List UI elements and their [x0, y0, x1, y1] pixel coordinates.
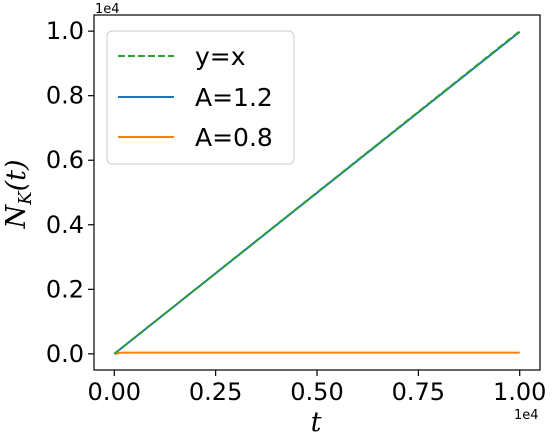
y-offset-label: 1e4: [95, 2, 120, 17]
x-axis-label: t: [311, 407, 322, 437]
plot-lines: [113, 30, 521, 355]
x-tick-label: 1.00: [493, 378, 546, 406]
legend-label-a08: A=0.8: [195, 123, 273, 152]
x-tick-label: 0.75: [392, 378, 445, 406]
x-tick-label: 0.50: [290, 378, 343, 406]
x-ticks: 0.00 0.25 0.50 0.75 1.00: [88, 370, 546, 406]
legend-label-a12: A=1.2: [195, 83, 273, 112]
y-tick-label: 0.6: [46, 146, 84, 174]
y-tick-label: 0.0: [46, 340, 84, 368]
series-line-y-x: [113, 30, 521, 355]
y-axis-label-tail: (t): [1, 160, 32, 192]
y-tick-label: 0.8: [46, 82, 84, 110]
y-ticks: 0.0 0.2 0.4 0.6 0.8 1.0: [46, 17, 94, 368]
y-tick-label: 0.4: [46, 211, 84, 239]
x-offset-label: 1e4: [514, 408, 539, 423]
legend: y=x A=1.2 A=0.8: [106, 30, 295, 165]
y-axis-label-main: N: [1, 204, 32, 230]
x-tick-label: 0.00: [88, 378, 141, 406]
y-tick-label: 1.0: [46, 17, 84, 45]
y-tick-label: 0.2: [46, 275, 84, 303]
y-axis-label: NK(t): [1, 160, 36, 230]
y-axis-label-sub: K: [15, 190, 36, 206]
x-tick-label: 0.25: [189, 378, 242, 406]
series-line-a-0-8: [114, 351, 520, 355]
legend-box: [106, 30, 295, 165]
legend-label-yx: y=x: [195, 42, 246, 71]
